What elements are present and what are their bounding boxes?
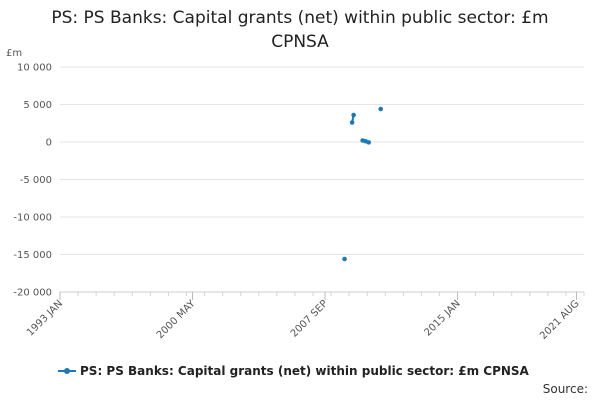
x-tick-label: 1993 JAN	[25, 298, 65, 338]
legend-label: PS: PS Banks: Capital grants (net) withi…	[80, 364, 529, 378]
y-tick-label: -15 000	[13, 250, 52, 261]
data-point[interactable]	[366, 140, 371, 145]
x-tick-label: 2000 MAY	[155, 298, 198, 341]
data-series	[342, 106, 384, 262]
x-tick-label: 2015 JAN	[423, 298, 463, 338]
y-tick-label: -5 000	[20, 175, 52, 186]
data-point[interactable]	[351, 112, 356, 118]
legend[interactable]: PS: PS Banks: Capital grants (net) withi…	[58, 364, 529, 378]
data-point[interactable]	[378, 106, 384, 112]
y-axis-unit-label: £m	[6, 48, 22, 59]
data-point[interactable]	[342, 256, 347, 262]
y-tick-label: 10 000	[17, 63, 52, 74]
y-tick-label: -10 000	[13, 213, 52, 224]
y-tick-label: 5 000	[23, 100, 52, 111]
legend-marker-icon	[58, 366, 76, 376]
source-label: Source:	[542, 382, 588, 396]
grid-lines	[60, 66, 584, 293]
chart-title: PS: PS Banks: Capital grants (net) withi…	[51, 8, 549, 52]
x-axis: 1993 JAN 2000 MAY 2007 SEP 2015 JAN 2021 AUG	[25, 291, 585, 342]
x-tick-label: 2007 SEP	[289, 298, 330, 339]
y-tick-label: 0	[46, 138, 52, 149]
x-tick-label: 2021 AUG	[538, 298, 582, 342]
y-axis: 10 000 5 000 0 -5 000 -10 000 -15 000 -20 000	[13, 63, 52, 299]
y-tick-label: -20 000	[13, 288, 52, 299]
data-point[interactable]	[349, 120, 355, 125]
